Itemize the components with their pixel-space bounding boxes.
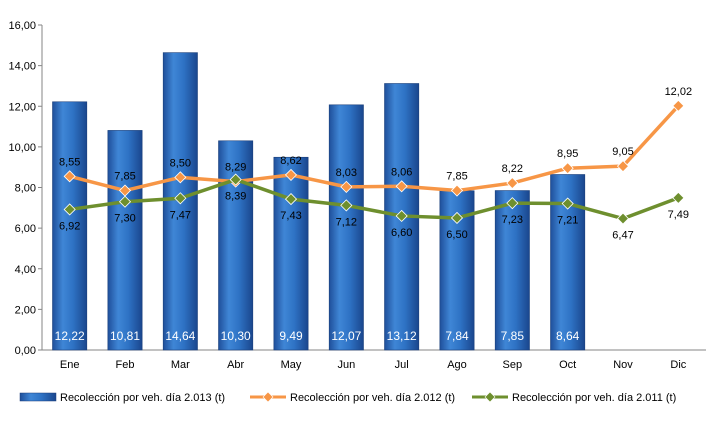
bar-value-label: 9,49 (279, 329, 303, 343)
bar-value-label: 14,64 (165, 329, 195, 343)
y-tick-label: 16,00 (8, 20, 36, 32)
x-tick-label: Dic (670, 359, 686, 371)
bar-value-label: 12,07 (331, 329, 361, 343)
line-series: 8,55 7,85 8,50 8,29 8,62 8,03 8,06 7,85 8,22 8,95… (59, 86, 692, 242)
bar-value-label: 12,22 (55, 329, 85, 343)
x-tick-label: Ago (447, 359, 467, 371)
line-marker (672, 99, 685, 112)
line-value-label: 8,50 (170, 157, 191, 169)
x-tick-label: Feb (116, 359, 135, 371)
x-tick-label: Ene (60, 359, 80, 371)
line-marker (63, 170, 76, 183)
bar (52, 101, 88, 351)
line-marker (506, 176, 519, 190)
bar (494, 190, 530, 351)
line-value-label: 8,29 (225, 162, 246, 174)
y-tick-label: 8,00 (15, 183, 36, 195)
line-value-label: 6,92 (59, 220, 80, 232)
bar (328, 104, 364, 351)
y-tick-label: 12,00 (8, 101, 36, 113)
legend-label: Recolección por veh. día 2.013 (t) (60, 392, 225, 404)
legend-label: Recolección por veh. día 2.012 (t) (290, 392, 455, 404)
line-value-label: 7,85 (446, 171, 467, 183)
line-value-label: 7,49 (668, 209, 689, 221)
line-value-label: 8,55 (59, 156, 80, 168)
y-axis: 0,00 2,00 4,00 6,00 8,00 10,00 12,00 14,00 16,00 (8, 20, 43, 357)
line-2011 (69, 177, 679, 221)
bar-value-label: 8,64 (556, 329, 580, 343)
bar-value-label: 13,12 (387, 329, 417, 343)
y-tick-label: 6,00 (15, 223, 36, 235)
y-tick-label: 4,00 (15, 264, 36, 276)
line-marker (506, 197, 519, 210)
line-value-label: 7,47 (170, 209, 191, 221)
x-tick-label: Abr (227, 359, 244, 371)
line-marker (616, 160, 630, 173)
x-tick-label: Oct (559, 359, 576, 371)
line-value-label: 6,60 (391, 227, 412, 239)
bar-value-label: 7,84 (445, 329, 469, 343)
line-marker (118, 195, 132, 208)
bar (107, 130, 143, 351)
x-axis: Ene Feb Mar Abr May Jun Jul Ago Sep Oct Nov Dic (42, 349, 706, 371)
legend-label: Recolección por veh. día 2.011 (t) (512, 392, 676, 404)
line-marker (284, 193, 298, 206)
legend-marker (262, 391, 274, 403)
line-marker (229, 173, 242, 186)
legend: Recolección por veh. día 2.013 (t) Recole… (19, 391, 676, 404)
line-marker (340, 199, 353, 212)
line-marker (672, 191, 685, 204)
x-tick-label: Mar (171, 359, 190, 371)
bar-value-label: 10,30 (221, 329, 251, 343)
line-value-label: 8,03 (336, 167, 357, 179)
bar-value-label: 7,85 (501, 329, 525, 343)
legend-marker (484, 391, 496, 403)
x-tick-label: Nov (613, 359, 633, 371)
line-marker (395, 209, 408, 223)
x-tick-label: Sep (503, 359, 523, 371)
line-value-label: 7,21 (557, 215, 578, 227)
line-marker (450, 184, 464, 197)
line-value-label: 7,30 (114, 213, 135, 225)
line-value-label: 6,47 (612, 230, 633, 242)
line-value-label: 8,22 (502, 163, 523, 175)
line-value-label: 12,02 (665, 86, 693, 98)
x-tick-label: Jul (395, 359, 409, 371)
line-2012 (69, 104, 680, 193)
line-marker (616, 212, 630, 225)
legend-swatch (19, 392, 57, 402)
bar (273, 156, 309, 351)
y-tick-label: 14,00 (8, 61, 36, 73)
line-value-label: 7,85 (114, 171, 135, 183)
line-marker (174, 192, 187, 205)
line-marker (561, 162, 574, 175)
line-marker (340, 180, 353, 193)
bar-value-label: 10,81 (110, 329, 140, 343)
x-tick-label: May (281, 359, 302, 371)
line-marker (450, 211, 464, 225)
line-value-label: 8,06 (391, 166, 412, 178)
line-marker (63, 203, 76, 216)
line-marker (174, 171, 187, 184)
line-value-label: 7,43 (280, 210, 301, 222)
line-value-label: 8,62 (280, 155, 301, 167)
y-tick-label: 0,00 (15, 345, 36, 357)
line-value-label: 9,05 (612, 146, 633, 158)
y-tick-label: 10,00 (8, 142, 36, 154)
line-value-label: 7,23 (502, 214, 523, 226)
line-value-label: 6,50 (446, 229, 467, 241)
line-marker (395, 180, 408, 193)
x-tick-label: Jun (337, 359, 355, 371)
line-value-label: 8,95 (557, 148, 578, 160)
line-value-label: 7,12 (336, 216, 357, 228)
line-marker (561, 197, 574, 210)
line-value-label: 8,39 (225, 191, 246, 203)
y-tick-label: 2,00 (15, 304, 36, 316)
line-marker (284, 168, 298, 181)
